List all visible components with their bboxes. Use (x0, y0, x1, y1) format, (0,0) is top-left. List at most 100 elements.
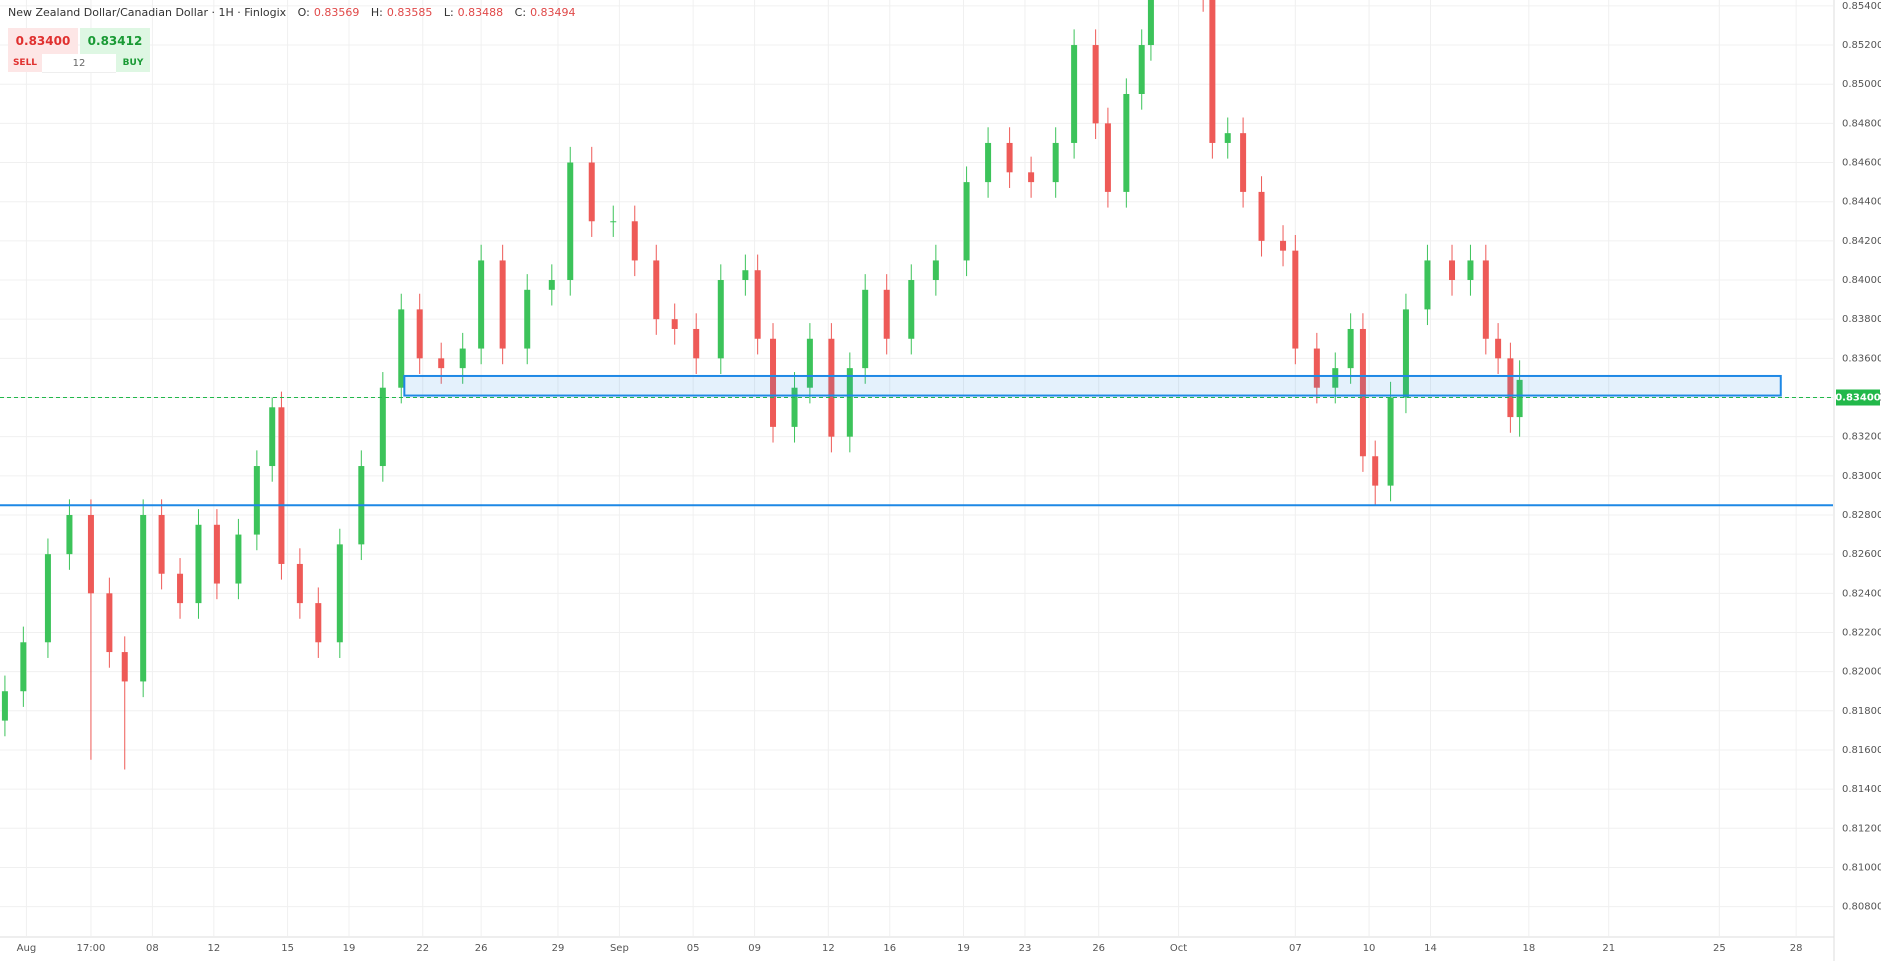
x-tick-label: 16 (883, 943, 896, 954)
candle-body (828, 338, 835, 437)
x-tick-label: 12 (207, 943, 220, 954)
x-tick-label: Aug (17, 943, 37, 954)
x-tick-label: 07 (1289, 943, 1302, 954)
candle-body (1, 691, 8, 721)
candle-body (235, 534, 242, 584)
candle-body (1138, 45, 1145, 94)
y-tick-label: 0.83200 (1842, 432, 1881, 443)
y-tick-label: 0.84200 (1842, 236, 1881, 247)
y-tick-label: 0.83800 (1842, 314, 1881, 325)
x-tick-label: 28 (1790, 943, 1803, 954)
x-tick-label: 18 (1522, 943, 1535, 954)
candle-body (1006, 142, 1013, 173)
y-tick-label: 0.81000 (1842, 862, 1881, 873)
y-tick-label: 0.85400 (1842, 1, 1881, 12)
x-tick-label: 21 (1602, 943, 1615, 954)
candle-body (1467, 260, 1474, 281)
candle-body (908, 280, 915, 339)
candle-body (1482, 260, 1489, 339)
candle-body (213, 524, 220, 584)
ohlc-c: C: 0.83494 (515, 6, 584, 19)
candle-body (315, 603, 322, 643)
candle-body (1402, 309, 1409, 398)
y-tick-label: 0.81400 (1842, 784, 1881, 795)
symbol-header: New Zealand Dollar/Canadian Dollar · 1H … (8, 6, 584, 19)
x-tick-label: 14 (1424, 943, 1437, 954)
ohlc-value: 0.83569 (313, 6, 360, 19)
candle-body (1516, 379, 1523, 418)
candle-body (1224, 133, 1231, 143)
x-tick-label: Sep (610, 943, 629, 954)
candle-body (253, 466, 260, 535)
trade-panel: 0.83400 0.83412 SELL 12 BUY (8, 28, 150, 73)
candle-body (524, 289, 531, 349)
y-tick-label: 0.82400 (1842, 588, 1881, 599)
axes: 0.85400 0.85200 0.85000 0.84800 0.84600 0.844… (17, 1, 1881, 954)
x-tick-label: 19 (957, 943, 970, 954)
ohlc-o: O: 0.83569 (298, 6, 368, 19)
ohlc-value: 0.83585 (386, 6, 433, 19)
candle-body (195, 524, 202, 604)
candle-body (1449, 260, 1456, 281)
candle-body (269, 407, 276, 467)
candle-body (140, 514, 147, 682)
candle-body (963, 182, 970, 261)
ohlc-key: H: (370, 6, 383, 19)
candle-body (1347, 328, 1354, 369)
candle-body (278, 407, 285, 564)
ohlc-value: 0.83494 (530, 6, 576, 19)
buy-button[interactable]: BUY (116, 54, 150, 72)
y-tick-label: 0.84400 (1842, 197, 1881, 208)
candle-body (66, 514, 73, 555)
candle-body (1292, 250, 1299, 349)
x-tick-label: 26 (1092, 943, 1105, 954)
candle-body (379, 387, 386, 467)
candle-body (588, 162, 595, 222)
candle-body (1240, 133, 1247, 192)
symbol-title: New Zealand Dollar/Canadian Dollar · 1H … (8, 6, 287, 19)
candle-body (754, 270, 761, 339)
candle-body (1052, 142, 1059, 183)
candle-body (631, 221, 638, 261)
x-tick-label: 15 (281, 943, 294, 954)
candle-body (862, 289, 869, 369)
candle-body (1123, 93, 1130, 192)
candle-body (653, 260, 660, 320)
x-tick-label: 10 (1363, 943, 1376, 954)
y-tick-label: 0.84600 (1842, 158, 1881, 169)
x-tick-label: 19 (343, 943, 356, 954)
candle-body (1092, 45, 1099, 124)
candle-body (1209, 0, 1216, 143)
sell-price[interactable]: 0.83400 (8, 28, 78, 54)
candle-body (1332, 368, 1339, 388)
candle-body (177, 573, 184, 604)
candle-body (1147, 0, 1154, 46)
candle-body (806, 338, 813, 388)
candle-body (742, 270, 749, 281)
plot-area (0, 0, 1833, 770)
candle-body (1313, 348, 1320, 388)
buy-price[interactable]: 0.83412 (80, 28, 150, 54)
x-tick-label: 09 (748, 943, 761, 954)
zone-rectangle (403, 374, 1782, 397)
y-tick-label: 0.82600 (1842, 549, 1881, 560)
x-tick-label: 26 (475, 943, 488, 954)
candle-body (770, 338, 777, 427)
quantity-input[interactable]: 12 (42, 54, 116, 73)
candle-body (398, 309, 405, 388)
ohlc-key: O: (297, 6, 310, 19)
candle-body (499, 260, 506, 349)
candle-body (548, 280, 555, 290)
candle-body (1507, 358, 1514, 418)
candle-body (459, 348, 466, 369)
candle-body (1280, 240, 1287, 251)
candle-body (791, 387, 798, 427)
candle-body (87, 514, 94, 594)
candle-body (1372, 456, 1379, 486)
sell-button[interactable]: SELL (8, 54, 42, 72)
y-tick-label: 0.82800 (1842, 510, 1881, 521)
candle-body (985, 142, 992, 183)
